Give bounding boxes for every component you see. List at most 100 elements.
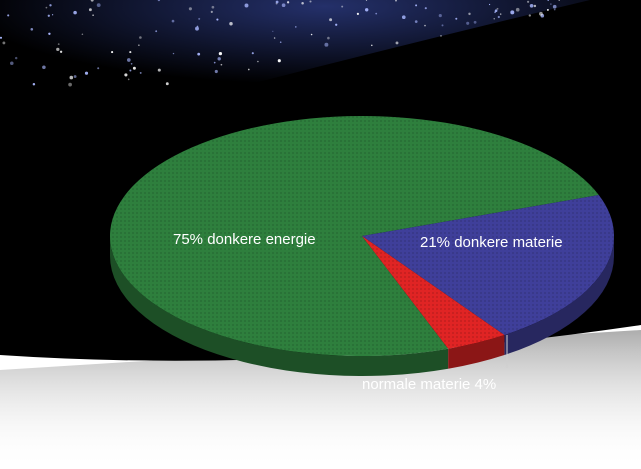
star [371, 44, 373, 47]
star [455, 17, 458, 20]
star [424, 7, 427, 10]
star [335, 23, 338, 26]
starfield-band [0, 0, 590, 130]
star [257, 60, 259, 63]
star [7, 14, 10, 17]
star [552, 4, 557, 9]
star [155, 30, 158, 33]
star [73, 75, 77, 78]
star [90, 0, 94, 2]
star [251, 52, 254, 55]
star [84, 71, 89, 75]
star [341, 5, 344, 8]
pie-slice-texture [362, 236, 505, 349]
star [553, 8, 556, 11]
star [132, 66, 136, 70]
star [188, 7, 192, 11]
star [273, 37, 276, 39]
star [30, 28, 34, 31]
star [440, 35, 442, 37]
star [365, 8, 369, 12]
star [529, 3, 534, 8]
star [279, 41, 282, 43]
starfield [0, 0, 560, 87]
star [473, 20, 477, 24]
star [324, 42, 329, 47]
star [210, 10, 213, 13]
star [365, 0, 368, 2]
star [310, 33, 313, 36]
star [81, 33, 84, 36]
star [499, 13, 502, 15]
star [220, 63, 223, 66]
star [171, 19, 175, 23]
slice-label-dark-energy: 75% donkere energie [173, 231, 316, 248]
star [47, 14, 50, 17]
star [216, 18, 219, 21]
star [214, 69, 218, 74]
star [550, 3, 552, 5]
star [73, 10, 77, 15]
star [329, 18, 333, 22]
star [68, 82, 72, 87]
star [218, 51, 223, 56]
star [88, 8, 92, 12]
star [295, 26, 297, 28]
star [558, 0, 560, 1]
star [59, 50, 63, 53]
star [415, 4, 418, 7]
star [247, 68, 250, 71]
star [97, 67, 100, 70]
star [165, 82, 169, 86]
star [217, 57, 221, 61]
slice-label-normal-matter: normale materie 4% [362, 376, 496, 393]
star [539, 11, 543, 16]
star [414, 20, 418, 23]
star [92, 14, 94, 17]
star [2, 41, 6, 45]
card-shadow [0, 330, 641, 469]
star [172, 52, 175, 55]
star [356, 12, 359, 15]
star [127, 78, 130, 81]
star [309, 0, 312, 3]
star [277, 59, 281, 63]
star [286, 1, 290, 4]
star [494, 9, 498, 12]
star [130, 62, 133, 65]
star [375, 12, 378, 15]
star [466, 21, 470, 25]
pie-side-normal-matter [448, 335, 505, 369]
star [229, 22, 233, 26]
star [157, 68, 161, 72]
star [48, 32, 51, 36]
star [510, 10, 515, 15]
star [438, 14, 442, 18]
star [198, 17, 201, 20]
star [157, 0, 161, 2]
star [111, 51, 114, 54]
star [527, 0, 530, 3]
pie-side-dark-matter [504, 236, 614, 356]
star [395, 41, 399, 45]
star [401, 15, 406, 20]
star [275, 0, 279, 4]
star [497, 15, 500, 19]
star [496, 7, 499, 10]
slice-label-dark-matter: 21% donkere materie [420, 234, 563, 251]
star [124, 73, 128, 77]
star [528, 14, 531, 17]
star [56, 47, 60, 52]
star [244, 3, 249, 8]
star [489, 3, 491, 6]
pie-slice-texture [110, 116, 599, 357]
star [281, 3, 286, 8]
star [493, 18, 495, 20]
star [139, 36, 142, 39]
star [515, 7, 520, 12]
star [10, 61, 14, 66]
star [138, 44, 140, 46]
star [129, 69, 132, 72]
star [195, 26, 199, 31]
